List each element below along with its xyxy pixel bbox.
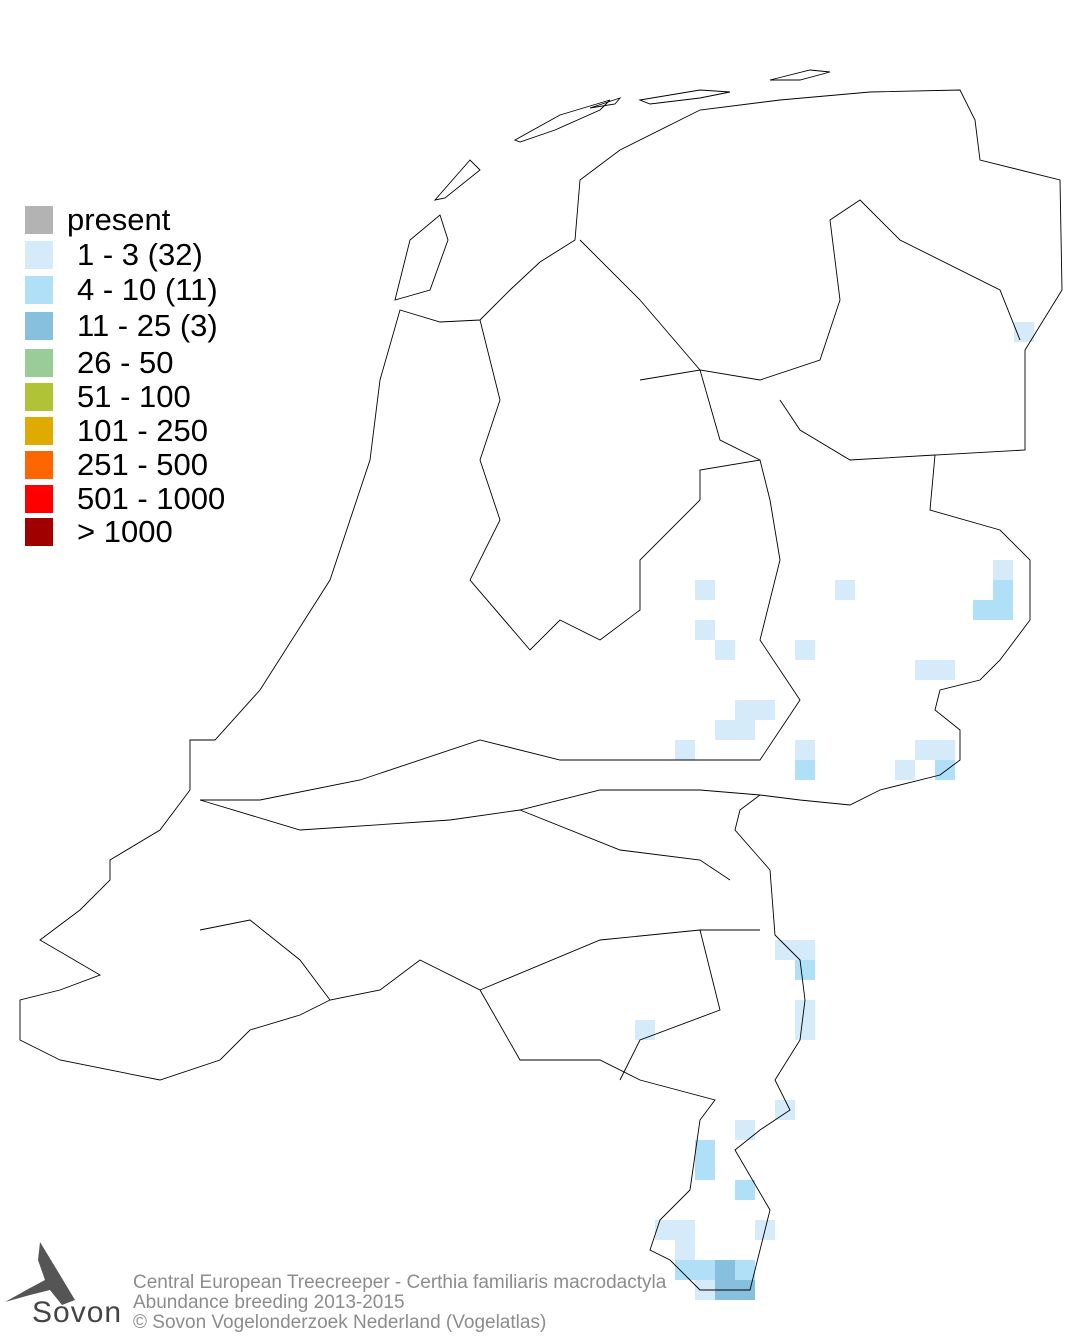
abundance-cell: [735, 1180, 755, 1200]
island-rottumeroog: [769, 69, 831, 81]
legend-item: 1 - 3 (32): [25, 237, 203, 272]
abundance-cell: [715, 720, 735, 740]
abundance-cell: [695, 620, 715, 640]
legend-item: 4 - 10 (11): [25, 272, 218, 307]
legend-swatch: [25, 485, 53, 513]
map-caption: Central European Treecreeper - Certhia f…: [133, 1273, 666, 1333]
island-schiermonnikoog: [638, 89, 731, 105]
legend-item: 101 - 250: [25, 413, 208, 448]
abundance-cell: [795, 940, 815, 960]
abundance-cell: [935, 740, 955, 760]
abundance-cell: [735, 1260, 755, 1280]
legend-item: > 1000: [25, 514, 173, 549]
legend-label: present: [67, 202, 171, 237]
island-vlieland: [433, 159, 481, 201]
abundance-cell: [775, 940, 795, 960]
legend-label: > 1000: [77, 514, 173, 549]
legend-label: 251 - 500: [77, 447, 208, 482]
abundance-cell: [695, 1140, 715, 1160]
legend-item: 251 - 500: [25, 447, 208, 482]
abundance-cell: [755, 700, 775, 720]
legend-swatch: [25, 241, 53, 269]
legend-swatch: [25, 451, 53, 479]
abundance-cell: [735, 700, 755, 720]
mainland-outline: [19, 89, 1063, 1291]
abundance-cell: [795, 740, 815, 760]
abundance-cell: [973, 600, 993, 620]
legend-label: 1 - 3 (32): [77, 237, 203, 272]
abundance-cell: [695, 580, 715, 600]
legend-swatch: [25, 312, 53, 340]
abundance-cell: [655, 1220, 675, 1240]
abundance-cell: [935, 660, 955, 680]
abundance-cell: [993, 560, 1013, 580]
legend-label: 501 - 1000: [77, 481, 226, 516]
province-boundaries: [199, 199, 1021, 1081]
abundance-cell: [675, 1260, 695, 1280]
abundance-cell: [795, 760, 815, 780]
abundance-cell: [795, 1000, 815, 1020]
map-subtitle: Abundance breeding 2013-2015: [133, 1292, 405, 1313]
legend-label: 51 - 100: [77, 379, 191, 414]
abundance-cell: [675, 1240, 695, 1260]
copyright-text: © Sovon Vogelonderzoek Nederland (Vogela…: [133, 1312, 547, 1333]
legend-label: 4 - 10 (11): [77, 272, 218, 307]
abundance-cell: [715, 1260, 735, 1280]
abundance-cell: [915, 740, 935, 760]
legend-swatch: [25, 206, 53, 234]
abundance-cell: [675, 1220, 695, 1240]
abundance-cell: [695, 1160, 715, 1180]
abundance-cell: [695, 1260, 715, 1280]
abundance-cell: [895, 760, 915, 780]
abundance-cell: [993, 580, 1013, 600]
legend-item: 501 - 1000: [25, 481, 226, 516]
abundance-cell: [795, 960, 815, 980]
legend-label: 11 - 25 (3): [77, 308, 218, 343]
abundance-cell: [635, 1020, 655, 1040]
abundance-cell: [915, 660, 935, 680]
legend-item: present: [25, 202, 171, 237]
abundance-cell: [715, 640, 735, 660]
abundance-cell: [795, 640, 815, 660]
abundance-cell: [675, 740, 695, 760]
abundance-cell: [935, 760, 955, 780]
sovon-logo-text: Sovon: [32, 1296, 123, 1329]
swallow-logo-icon: [5, 1242, 75, 1305]
island-texel: [394, 214, 449, 301]
legend-swatch: [25, 349, 53, 377]
legend-swatch: [25, 383, 53, 411]
legend-label: 101 - 250: [77, 413, 208, 448]
sovon-logo: [5, 1242, 75, 1305]
legend-swatch: [25, 518, 53, 546]
island-terschelling: [513, 99, 611, 143]
abundance-cell: [795, 1020, 815, 1040]
abundance-cell: [775, 1100, 795, 1120]
legend-label: 26 - 50: [77, 345, 174, 380]
abundance-cell: [993, 600, 1013, 620]
legend-item: 11 - 25 (3): [25, 308, 218, 343]
legend-item: 26 - 50: [25, 345, 174, 380]
ijsselmeer-shore: [200, 319, 801, 801]
abundance-cell: [835, 580, 855, 600]
map-outline: [19, 69, 1063, 1291]
abundance-cell: [735, 720, 755, 740]
legend-swatch: [25, 417, 53, 445]
legend-swatch: [25, 276, 53, 304]
legend-item: 51 - 100: [25, 379, 191, 414]
island-ameland: [589, 97, 622, 109]
species-title: Central European Treecreeper - Certhia f…: [133, 1272, 667, 1293]
abundance-cell: [735, 1120, 755, 1140]
